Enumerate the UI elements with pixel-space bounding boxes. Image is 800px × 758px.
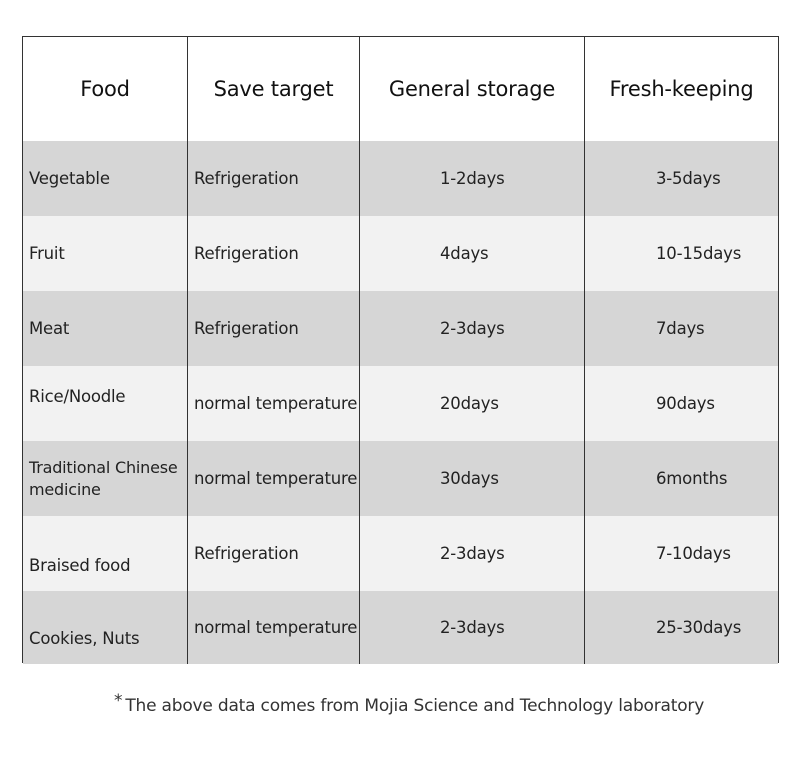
cell-general-storage: 30days — [360, 441, 585, 516]
cell-fresh-keeping: 10-15days — [585, 216, 778, 291]
cell-save-target: Refrigeration — [188, 216, 360, 291]
cell-food: Braised food — [23, 516, 188, 591]
header-food: Food — [23, 37, 188, 141]
cell-save-target: normal temperature — [188, 366, 360, 441]
asterisk-marker: * — [114, 691, 123, 711]
cell-fresh-keeping: 3-5days — [585, 141, 778, 216]
header-save-target: Save target — [188, 37, 360, 141]
cell-save-target: Refrigeration — [188, 516, 360, 591]
header-general-storage: General storage — [360, 37, 585, 141]
cell-save-target: normal temperature — [188, 591, 360, 664]
header-fresh-keeping: Fresh-keeping — [585, 37, 778, 141]
cell-food: Cookies, Nuts — [23, 591, 188, 664]
cell-general-storage: 2-3days — [360, 591, 585, 664]
cell-fresh-keeping: 7days — [585, 291, 778, 366]
cell-save-target: Refrigeration — [188, 141, 360, 216]
cell-general-storage: 1-2days — [360, 141, 585, 216]
cell-general-storage: 2-3days — [360, 516, 585, 591]
cell-save-target: Refrigeration — [188, 291, 360, 366]
footnote-text: The above data comes from Mojia Science … — [125, 696, 705, 716]
cell-general-storage: 2-3days — [360, 291, 585, 366]
cell-food: Vegetable — [23, 141, 188, 216]
footnote: * The above data comes from Mojia Science… — [114, 691, 705, 716]
cell-fresh-keeping: 25-30days — [585, 591, 778, 664]
cell-fresh-keeping: 90days — [585, 366, 778, 441]
cell-food: Traditional Chinese medicine — [23, 441, 188, 516]
cell-food: Meat — [23, 291, 188, 366]
cell-fresh-keeping: 6months — [585, 441, 778, 516]
cell-save-target: normal temperature — [188, 441, 360, 516]
storage-table: Food Save target General storage Fresh-k… — [22, 36, 779, 664]
cell-food: Fruit — [23, 216, 188, 291]
cell-general-storage: 20days — [360, 366, 585, 441]
cell-food: Rice/Noodle — [23, 366, 188, 441]
cell-fresh-keeping: 7-10days — [585, 516, 778, 591]
cell-general-storage: 4days — [360, 216, 585, 291]
